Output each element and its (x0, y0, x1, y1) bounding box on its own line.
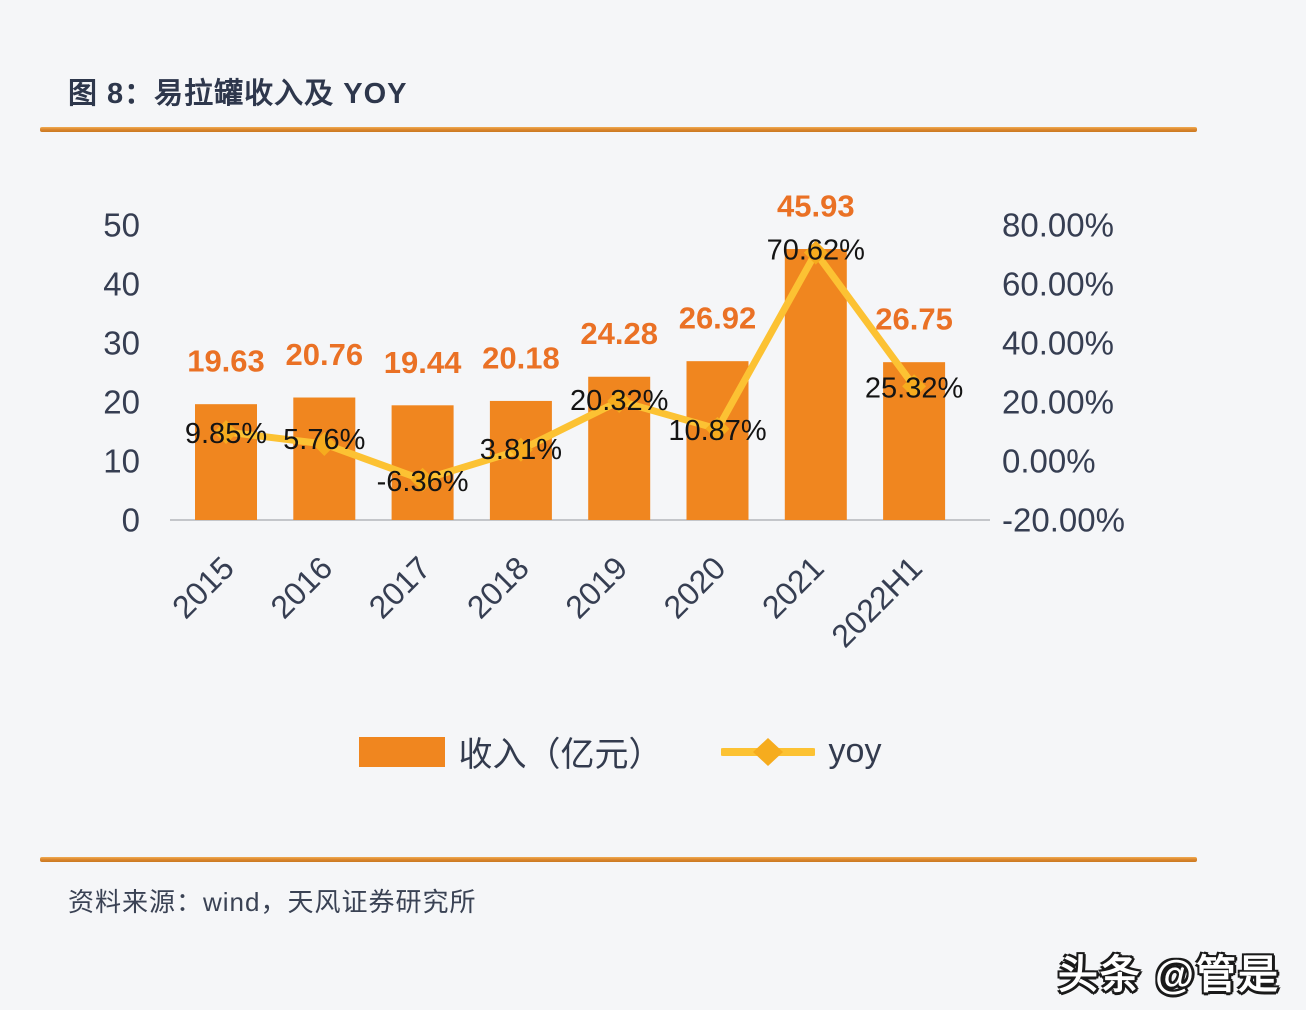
yoy-marker-2018 (508, 437, 533, 462)
bar-label-2022H1: 26.75 (875, 302, 953, 337)
bar-label-2015: 19.63 (187, 344, 265, 379)
right-axis-tick: 80.00% (1002, 207, 1114, 244)
right-axis-tick: -20.00% (1002, 502, 1125, 539)
bar-label-2017: 19.44 (384, 345, 462, 380)
legend-item-yoy: yoy (720, 732, 882, 771)
right-axis-tick: 20.00% (1002, 384, 1114, 421)
right-axis-tick: 0.00% (1002, 443, 1096, 480)
yoy-marker-2019 (607, 389, 632, 414)
yoy-label-2016: 5.76% (283, 424, 365, 456)
source-divider-rule (40, 857, 1197, 862)
yoy-label-2015: 9.85% (185, 418, 267, 450)
right-axis-tick: 40.00% (1002, 325, 1114, 362)
watermark-text: 头条 @管是 (1057, 953, 1280, 997)
yoy-line (222, 249, 918, 484)
source-note: 资料来源：wind，天风证券研究所 (68, 887, 477, 917)
yoy-marker-2021 (803, 240, 828, 265)
chart-legend: 收入（亿元） yoy (40, 727, 1200, 776)
combo-chart: 0 10 20 30 40 50 -20.00% 0.00% 20.00% 40.00% 60.00… (40, 148, 1200, 692)
left-axis-tick: 0 (122, 502, 140, 539)
legend-label-yoy: yoy (828, 732, 882, 770)
yoy-marker-2020 (705, 416, 730, 441)
right-axis-tick: 60.00% (1002, 266, 1114, 303)
x-axis-label-2015: 2015 (165, 549, 241, 625)
bar-label-2021: 45.93 (777, 189, 855, 224)
left-axis-tick: 40 (103, 266, 140, 303)
x-axis-label-2019: 2019 (558, 549, 634, 625)
figure-title: 图 8：易拉罐收入及 YOY (68, 78, 408, 110)
yoy-marker-2015 (214, 419, 238, 444)
left-axis-tick: 10 (103, 443, 140, 480)
yoy-marker-2016 (312, 432, 337, 457)
yoy-label-2019: 20.32% (570, 385, 668, 417)
yoy-label-2021: 70.62% (767, 235, 865, 267)
yoy-marker-2017 (410, 467, 435, 492)
left-axis-tick: 20 (103, 384, 140, 421)
title-divider-rule (40, 127, 1197, 132)
line-series-swatch (720, 737, 815, 766)
x-axis-label-2016: 2016 (263, 549, 339, 625)
x-axis-label-2022H1: 2022H1 (824, 549, 929, 654)
bar-label-2020: 26.92 (679, 301, 757, 336)
bar-label-2016: 20.76 (286, 337, 364, 372)
yoy-marker-2022H1 (902, 374, 927, 399)
left-axis-tick: 50 (103, 207, 140, 244)
bar-label-2018: 20.18 (482, 340, 560, 375)
bar-label-2019: 24.28 (580, 316, 658, 351)
yoy-label-2017: -6.36% (377, 466, 469, 498)
bar-2017 (391, 405, 454, 520)
x-axis-label-2021: 2021 (755, 549, 831, 625)
yoy-label-2018: 3.81% (480, 434, 562, 466)
bar-series-swatch (358, 736, 445, 767)
legend-item-revenue: 收入（亿元） (358, 727, 663, 776)
chart-canvas: 0 10 20 30 40 50 -20.00% 0.00% 20.00% 40.00% 60.00… (103, 189, 1125, 655)
yoy-label-2022H1: 25.32% (865, 372, 963, 404)
x-axis-label-2017: 2017 (362, 549, 438, 625)
yoy-label-2020: 10.87% (668, 415, 766, 447)
x-axis-label-2018: 2018 (460, 549, 536, 625)
bar-2016 (293, 397, 356, 520)
legend-label-revenue: 收入（亿元） (458, 736, 663, 774)
x-axis-label-2020: 2020 (657, 549, 733, 625)
left-axis-tick: 30 (103, 325, 140, 362)
